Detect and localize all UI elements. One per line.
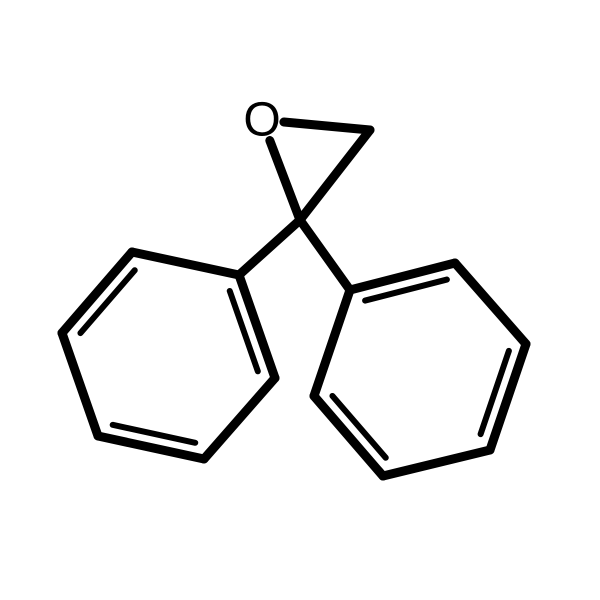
molecule-diagram: O bbox=[0, 0, 600, 600]
atom-label-o: O bbox=[243, 94, 280, 147]
